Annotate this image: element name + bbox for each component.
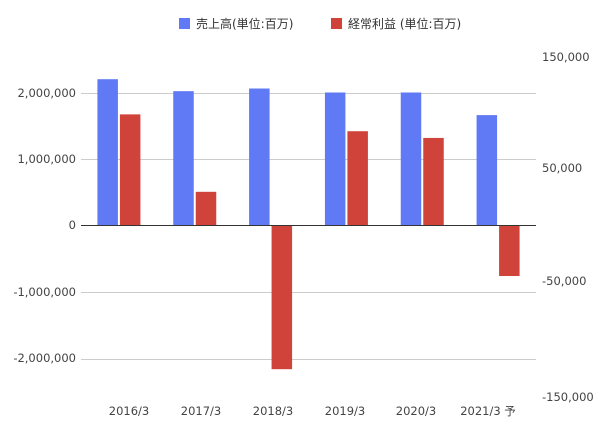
bar-profit[interactable] [347,131,368,226]
left-tick-label: 0 [69,218,76,232]
bar-sales[interactable] [249,88,270,226]
bar-profit[interactable] [423,137,444,226]
bar-profit[interactable] [499,225,520,277]
bar-sales[interactable] [97,79,118,226]
bar-profit[interactable] [195,191,217,226]
x-axis: 2016/3 2017/3 2018/3 2019/3 2020/3 2021/… [109,404,516,418]
right-tick-label: 50,000 [542,161,582,175]
bar-sales[interactable] [476,115,498,226]
left-tick-label: -1,000,000 [13,285,76,299]
legend-item-profit[interactable]: 経常利益 (単位:百万) [331,16,461,31]
legend: 売上高(単位:百万) 経常利益 (単位:百万) [179,16,461,31]
x-tick-label: 2018/3 [253,404,293,418]
left-tick-label: 1,000,000 [17,152,76,166]
gridlines [81,93,536,360]
legend-label-sales: 売上高(単位:百万) [196,16,293,31]
x-tick-label: 2020/3 [396,404,436,418]
x-tick-label: 2019/3 [325,404,365,418]
x-tick-label: 2021/3 予 [460,404,516,418]
x-tick-label: 2017/3 [181,404,221,418]
left-tick-label: 2,000,000 [17,86,76,100]
right-tick-label: -150,000 [542,390,594,404]
left-tick-label: -2,000,000 [13,351,76,365]
bar-sales[interactable] [324,92,346,226]
right-tick-label: -50,000 [542,274,586,288]
right-tick-label: 150,000 [542,50,590,64]
left-axis: 2,000,000 1,000,000 0 -1,000,000 -2,000,… [13,86,76,365]
legend-swatch-profit [331,18,342,29]
bar-sales[interactable] [400,92,422,226]
bar-profit[interactable] [271,225,293,370]
legend-swatch-sales [179,18,190,29]
legend-label-profit: 経常利益 (単位:百万) [348,16,461,31]
bar-sales[interactable] [173,91,194,226]
legend-item-sales[interactable]: 売上高(単位:百万) [179,16,293,31]
right-axis: 150,000 50,000 -50,000 -150,000 [542,50,594,404]
x-tick-label: 2016/3 [109,404,149,418]
bar-profit[interactable] [119,114,141,226]
bars [97,79,520,370]
